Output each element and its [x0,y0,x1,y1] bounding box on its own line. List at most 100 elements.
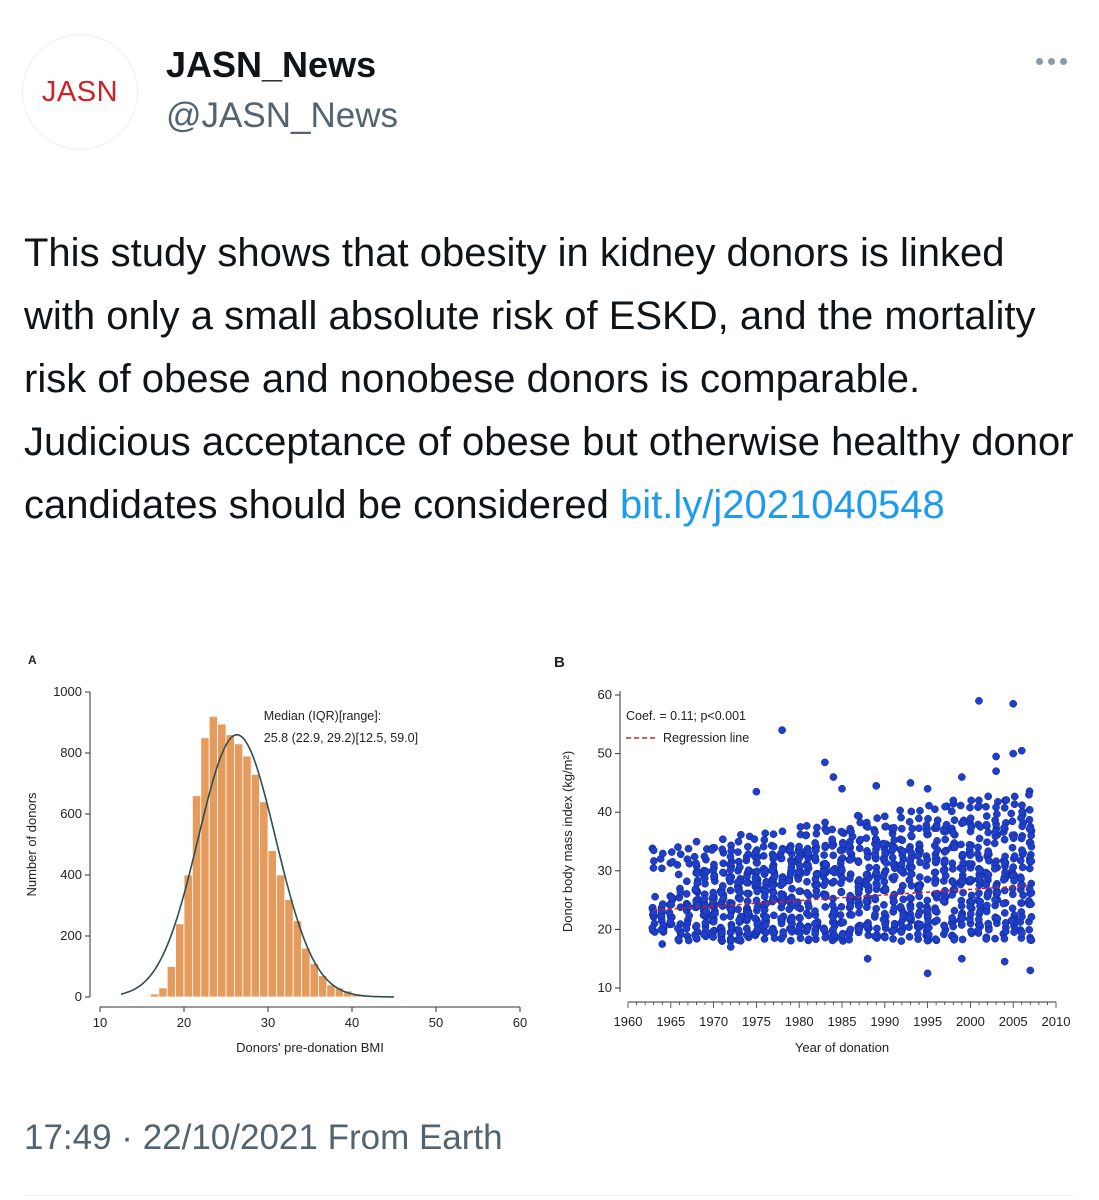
scatter-point [673,861,682,869]
account-avatar[interactable]: JASN [22,34,138,150]
scatter-point [691,885,700,893]
scatter-point [752,896,761,905]
scatter-point [990,864,999,873]
scatter-point [676,850,685,859]
scatter-point [828,901,837,909]
scatter-point [692,921,701,930]
scatter-outlier-point [1009,699,1018,708]
scatter-point [769,842,778,851]
scatter-point [648,924,657,932]
scatter-point [785,876,794,885]
scatter-point [753,925,762,934]
more-options-icon[interactable] [1032,50,1071,73]
scatter-point [743,842,752,851]
scatter-point [915,883,923,892]
scatter-point [906,870,915,878]
scatter-point [737,830,745,839]
scatter-point [769,888,778,897]
scatter-point [821,933,830,942]
scatter-point [1026,936,1035,944]
scatter-point [984,828,993,837]
account-handle[interactable]: @JASN_News [166,96,398,135]
scatter-point [744,929,752,937]
scatter-point [973,850,982,858]
scatter-point [1007,809,1016,818]
histogram-bar [292,920,303,998]
scatter-outlier-point [975,697,983,705]
scatter-point [804,849,813,857]
scatter-point [761,867,770,876]
scatter-point [1009,863,1018,871]
scatter-point [1009,834,1018,843]
scatter-point [658,906,666,915]
y-tick-label: 10 [598,980,612,995]
scatter-point [915,907,924,916]
normal-curve-line [120,733,394,998]
scatter-point [871,910,879,919]
scatter-point [983,889,992,898]
scatter-point [950,843,959,852]
scatter-point [821,841,830,850]
scatter-point [889,935,897,943]
scatter-point [665,908,674,917]
scatter-point [957,902,966,910]
scatter-point [768,866,776,875]
scatter-outlier-point [726,943,735,951]
scatter-point [1010,792,1019,801]
scatter-point [959,865,967,874]
scatter-point [897,937,906,945]
x-tick-label: 2010 [1042,1014,1071,1029]
scatter-point [1018,801,1026,810]
scatter-point [948,891,956,899]
x-axis-label: Year of donation [795,1040,889,1055]
scatter-outlier-point [872,781,881,790]
scatter-point [692,837,701,846]
scatter-point [821,860,830,868]
scatter-outlier-point [752,787,761,796]
median-annotation-title: Median (IQR)[range]: [264,709,381,723]
scatter-point [915,892,923,901]
scatter-point [801,831,810,840]
y-tick-label: 30 [598,863,612,878]
scatter-point [812,829,821,838]
scatter-point [1027,831,1035,840]
scatter-point [820,851,828,859]
scatter-point [922,821,931,829]
scatter-point [760,935,769,943]
scatter-point [1016,856,1025,865]
scatter-point [993,914,1002,923]
scatter-point [821,818,829,827]
scatter-point [967,796,976,805]
scatter-point [847,827,855,836]
scatter-point [925,801,933,810]
scatter-point [947,807,956,816]
scatter-point [1000,858,1009,867]
scatter-point [804,935,813,944]
scatter-point [785,905,794,914]
scatter-point [711,909,719,918]
scatter-point [828,835,837,844]
legend-coefficient: Coef. = 0.11; p<0.001 [626,709,746,723]
display-name[interactable]: JASN_News [166,44,377,85]
legend-regression-label: Regression line [663,731,749,745]
tweet-link[interactable]: bit.ly/j2021040548 [619,483,945,527]
y-tick-label: 600 [60,806,82,821]
scatter-point [846,891,855,900]
scatter-point [871,828,879,837]
scatter-point [674,935,683,944]
scatter-point [1010,852,1019,860]
scatter-point [759,852,768,860]
scatter-outlier-point [992,752,1000,761]
scatter-outlier-point [829,773,838,781]
scatter-point [855,908,864,917]
scatter-point [1010,800,1019,809]
scatter-point [913,852,922,860]
scatter-point [888,853,897,862]
tweet-image-figure[interactable]: A 0 200 400 600 800 1000 10 20 30 40 50 60 Donors' pr… [20,640,1080,1070]
scatter-point [726,886,735,895]
scatter-point [837,888,846,897]
scatter-point [750,835,759,843]
x-tick-label: 2000 [956,1014,985,1029]
scatter-point [682,877,691,886]
scatter-point [733,878,742,887]
